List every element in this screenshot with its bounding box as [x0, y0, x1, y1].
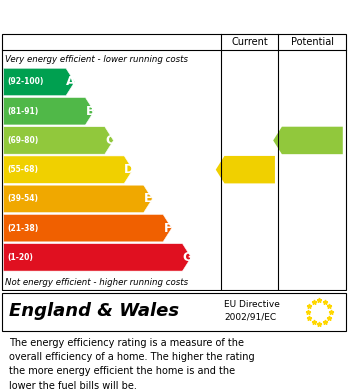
Text: Not energy efficient - higher running costs: Not energy efficient - higher running co… — [5, 278, 188, 287]
Polygon shape — [3, 185, 152, 213]
Text: (69-80): (69-80) — [8, 136, 39, 145]
Text: 66: 66 — [244, 163, 263, 177]
Text: (21-38): (21-38) — [8, 224, 39, 233]
Polygon shape — [3, 68, 75, 96]
Text: B: B — [86, 105, 95, 118]
Text: G: G — [182, 251, 192, 264]
Text: EU Directive
2002/91/EC: EU Directive 2002/91/EC — [224, 300, 280, 322]
Text: (39-54): (39-54) — [8, 194, 39, 203]
Polygon shape — [273, 127, 343, 154]
Text: Potential: Potential — [291, 37, 334, 47]
Text: (55-68): (55-68) — [8, 165, 39, 174]
Polygon shape — [3, 244, 191, 271]
Polygon shape — [216, 156, 275, 183]
Text: A: A — [66, 75, 76, 88]
Text: The energy efficiency rating is a measure of the
overall efficiency of a home. T: The energy efficiency rating is a measur… — [9, 338, 254, 391]
Text: C: C — [105, 134, 114, 147]
Text: England & Wales: England & Wales — [9, 302, 179, 320]
Text: (81-91): (81-91) — [8, 107, 39, 116]
Text: 75: 75 — [306, 133, 325, 147]
Text: D: D — [124, 163, 134, 176]
Text: Current: Current — [231, 37, 268, 47]
Text: F: F — [164, 222, 172, 235]
Text: (1-20): (1-20) — [8, 253, 33, 262]
Text: Very energy efficient - lower running costs: Very energy efficient - lower running co… — [5, 55, 188, 64]
Polygon shape — [3, 97, 94, 125]
Text: (92-100): (92-100) — [8, 77, 44, 86]
Polygon shape — [3, 156, 133, 183]
Polygon shape — [3, 214, 172, 242]
Polygon shape — [3, 127, 113, 154]
Text: E: E — [144, 192, 153, 205]
Text: Energy Efficiency Rating: Energy Efficiency Rating — [9, 9, 230, 24]
